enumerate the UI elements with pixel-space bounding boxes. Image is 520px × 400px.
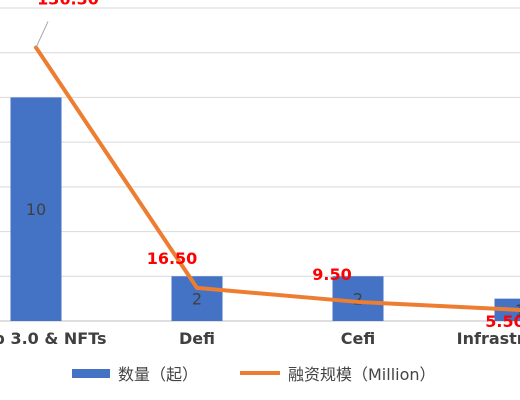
- bar-series: [10, 97, 520, 321]
- line-data-label: 136.30: [37, 0, 99, 9]
- bar: [10, 97, 62, 321]
- grid-lines: [0, 7, 520, 322]
- legend-swatch-count: [72, 368, 110, 378]
- line-data-label: 16.50: [147, 249, 198, 268]
- x-tick-label: Cefi: [341, 329, 375, 348]
- bar-data-label: 2: [192, 290, 202, 309]
- x-tick-label: Web 3.0 & NFTs: [0, 329, 107, 348]
- legend-item-funding: 融资规模（Million）: [240, 358, 436, 388]
- line-data-label: 9.50: [312, 265, 351, 284]
- line-labels: 136.30 16.50 9.50 5.50: [35, 0, 520, 331]
- bar: [171, 276, 223, 321]
- series-line: [34, 45, 520, 312]
- line-data-label: 5.50: [485, 312, 520, 331]
- legend: 数量（起） 融资规模（Million）: [0, 358, 520, 388]
- legend-label-funding: 融资规模（Million）: [288, 365, 436, 384]
- legend-swatch-funding: [240, 371, 280, 375]
- bar-data-label: 2: [353, 290, 363, 309]
- bar-data-label: 10: [26, 200, 46, 219]
- x-tick-label: Infrastructure: [457, 329, 520, 348]
- line-series: [34, 45, 520, 312]
- legend-item-count: 数量（起）: [72, 358, 198, 388]
- data-label-leader: [35, 21, 49, 48]
- x-tick-labels: Web 3.0 & NFTs Defi Cefi Infrastructure: [0, 329, 520, 348]
- x-tick-label: Defi: [179, 329, 215, 348]
- legend-label-count: 数量（起）: [118, 365, 199, 384]
